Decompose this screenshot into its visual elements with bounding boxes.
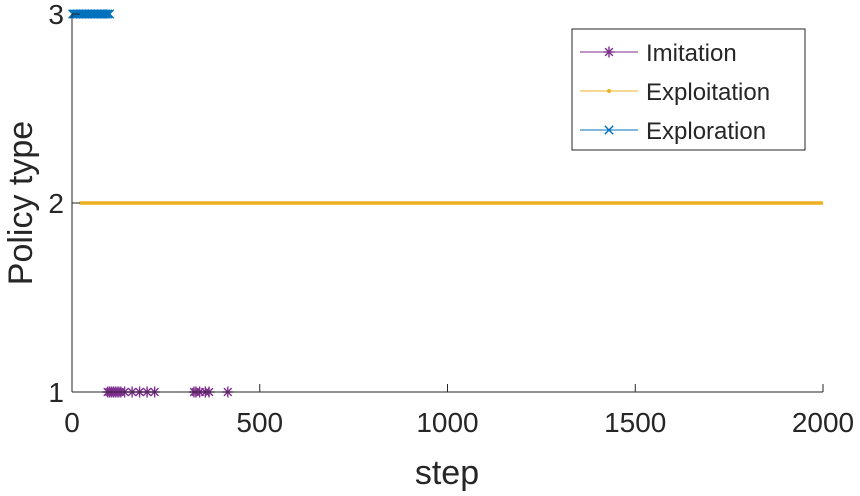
- data-point-exploration: [104, 9, 115, 19]
- data-point-exploration-stroke: [104, 9, 115, 19]
- x-tick-label: 1000: [416, 407, 478, 438]
- legend-label-exploration: Exploration: [646, 118, 766, 145]
- legend-marker-imitation: [603, 46, 615, 58]
- y-tick-label: 2: [48, 188, 64, 219]
- legend-item-imitation: Imitation: [580, 40, 737, 67]
- y-tick-label: 1: [48, 377, 64, 408]
- x-tick-label: 500: [236, 407, 283, 438]
- legend: Imitation Exploitation Exploration: [571, 28, 806, 151]
- legend-marker-exploitation-dot: [607, 89, 611, 93]
- x-axis-title: step: [415, 454, 479, 492]
- legend-marker-exploration-stroke: [604, 125, 614, 135]
- data-point-exploration: [101, 9, 111, 19]
- y-axis-title: Policy type: [2, 121, 40, 285]
- x-tick-label: 1500: [604, 407, 666, 438]
- legend-marker-imitation-stroke: [604, 47, 614, 57]
- legend-marker-exploitation: [607, 89, 611, 93]
- y-tick-label: 3: [48, 0, 64, 30]
- legend-label-imitation: Imitation: [646, 40, 737, 67]
- axes: 0 500 1000 1500 2000 1 2 3: [48, 0, 854, 438]
- legend-marker-exploration: [604, 125, 614, 135]
- legend-item-exploitation: Exploitation: [580, 79, 770, 106]
- x-tick-label: 0: [64, 407, 80, 438]
- data-point-exploration-stroke: [101, 9, 111, 19]
- x-tick-label: 2000: [792, 407, 854, 438]
- data-point-exploration-stroke: [102, 9, 113, 19]
- legend-label-exploitation: Exploitation: [646, 79, 770, 106]
- data-point-exploration: [102, 9, 113, 19]
- legend-item-exploration: Exploration: [580, 118, 766, 145]
